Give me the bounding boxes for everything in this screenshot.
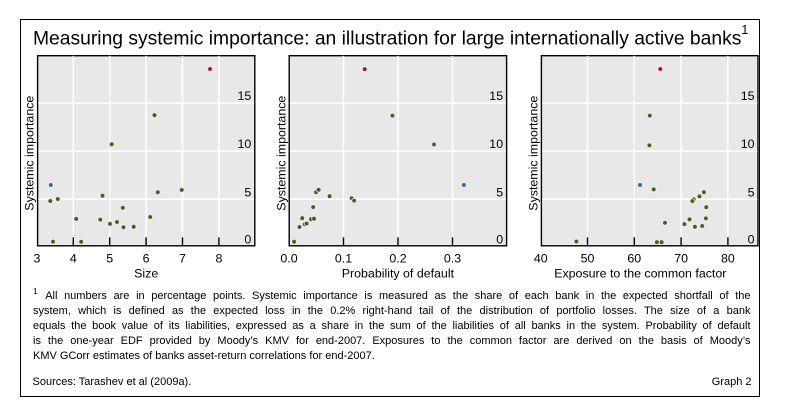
svg-text:0.2: 0.2 xyxy=(389,251,406,265)
svg-text:10: 10 xyxy=(489,137,503,151)
svg-text:5: 5 xyxy=(106,251,113,265)
svg-text:7: 7 xyxy=(179,251,186,265)
svg-text:Systemic importance: Systemic importance xyxy=(23,96,37,211)
svg-text:6: 6 xyxy=(143,251,150,265)
svg-text:15: 15 xyxy=(741,89,755,103)
svg-text:0: 0 xyxy=(748,233,755,247)
svg-text:10: 10 xyxy=(238,137,252,151)
svg-text:0: 0 xyxy=(244,233,251,247)
svg-text:70: 70 xyxy=(674,251,688,265)
svg-text:15: 15 xyxy=(489,89,503,103)
svg-text:60: 60 xyxy=(627,251,641,265)
svg-text:Exposure to the common factor: Exposure to the common factor xyxy=(554,266,726,280)
svg-text:10: 10 xyxy=(741,137,755,151)
svg-text:Probability of default: Probability of default xyxy=(342,266,455,280)
svg-text:0: 0 xyxy=(496,233,503,247)
svg-text:5: 5 xyxy=(244,185,251,199)
svg-text:80: 80 xyxy=(721,251,735,265)
svg-text:4: 4 xyxy=(70,251,77,265)
svg-text:0.1: 0.1 xyxy=(335,251,352,265)
svg-text:50: 50 xyxy=(581,251,595,265)
svg-text:3: 3 xyxy=(33,251,40,265)
svg-text:15: 15 xyxy=(238,89,252,103)
svg-text:Size: Size xyxy=(134,266,158,280)
svg-text:8: 8 xyxy=(215,251,222,265)
svg-text:0.3: 0.3 xyxy=(444,251,461,265)
svg-text:40: 40 xyxy=(534,251,548,265)
svg-text:5: 5 xyxy=(496,185,503,199)
svg-text:Systemic importance: Systemic importance xyxy=(526,96,540,211)
svg-text:0.0: 0.0 xyxy=(280,251,297,265)
svg-text:Systemic importance: Systemic importance xyxy=(275,96,289,211)
svg-text:5: 5 xyxy=(748,185,755,199)
